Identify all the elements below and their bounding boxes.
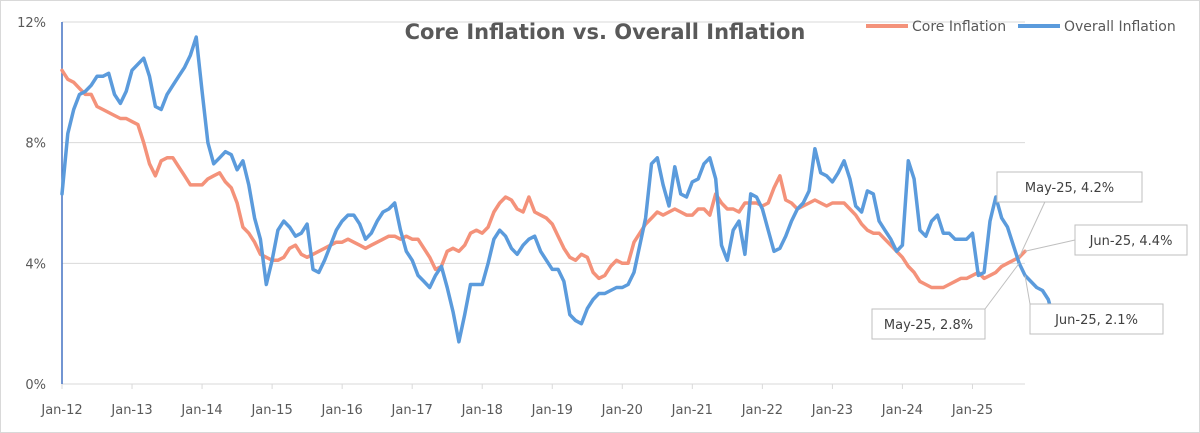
x-tick-label: Jan-25 — [951, 403, 993, 418]
legend: Core Inflation Overall Inflation — [866, 19, 1176, 35]
axis-layer: 0% 4% 8% 12% Jan-12 Jan-13 Jan-14 Jan-15 Jan-16 J… — [17, 16, 1025, 418]
callout-box — [996, 171, 1143, 203]
y-tick-label: 0% — [25, 378, 46, 393]
x-tick-label: Jan-19 — [531, 403, 573, 418]
chart-title: Core Inflation vs. Overall Inflation — [405, 20, 806, 44]
y-tick-label: 4% — [25, 257, 46, 272]
callout-box — [1029, 303, 1164, 335]
series-layer — [60, 35, 1056, 344]
series-line-core — [60, 68, 1027, 290]
series-line-overall — [60, 35, 1056, 344]
callout-box — [871, 308, 986, 340]
x-tick-label: Jan-20 — [601, 403, 643, 418]
legend-label-core: Core Inflation — [912, 19, 1006, 35]
y-tick-label: 12% — [17, 16, 46, 31]
x-tick-label: Jan-24 — [881, 403, 923, 418]
x-tick-label: Jan-22 — [741, 403, 783, 418]
x-tick-label: Jan-15 — [250, 403, 292, 418]
x-tick-label: Jan-14 — [180, 403, 222, 418]
callout-layer: May-25, 4.2% Jun-25, 4.4% May-25, 2.8% Jun-… — [871, 171, 1188, 340]
x-tick-label: Jan-18 — [461, 403, 503, 418]
x-tick-label: Jan-16 — [321, 403, 363, 418]
y-tick-label: 8% — [25, 137, 46, 152]
callout-label: Jun-25, 2.1% — [1054, 313, 1138, 328]
callout-label: Jun-25, 4.4% — [1089, 234, 1173, 249]
callout-label: May-25, 4.2% — [1025, 181, 1114, 196]
x-tick-label: Jan-12 — [40, 403, 82, 418]
callout-box — [1074, 224, 1188, 256]
callout-leader — [1018, 201, 1046, 258]
callout-leader — [1024, 239, 1076, 252]
x-tick-label: Jan-23 — [811, 403, 853, 418]
callout-label: May-25, 2.8% — [884, 318, 973, 333]
x-tick-label: Jan-17 — [391, 403, 433, 418]
callout-leader — [1024, 275, 1031, 305]
legend-label-overall: Overall Inflation — [1064, 19, 1176, 35]
x-tick-label: Jan-21 — [671, 403, 713, 418]
x-tick-label: Jan-13 — [110, 403, 152, 418]
callout-leader — [984, 263, 1020, 310]
